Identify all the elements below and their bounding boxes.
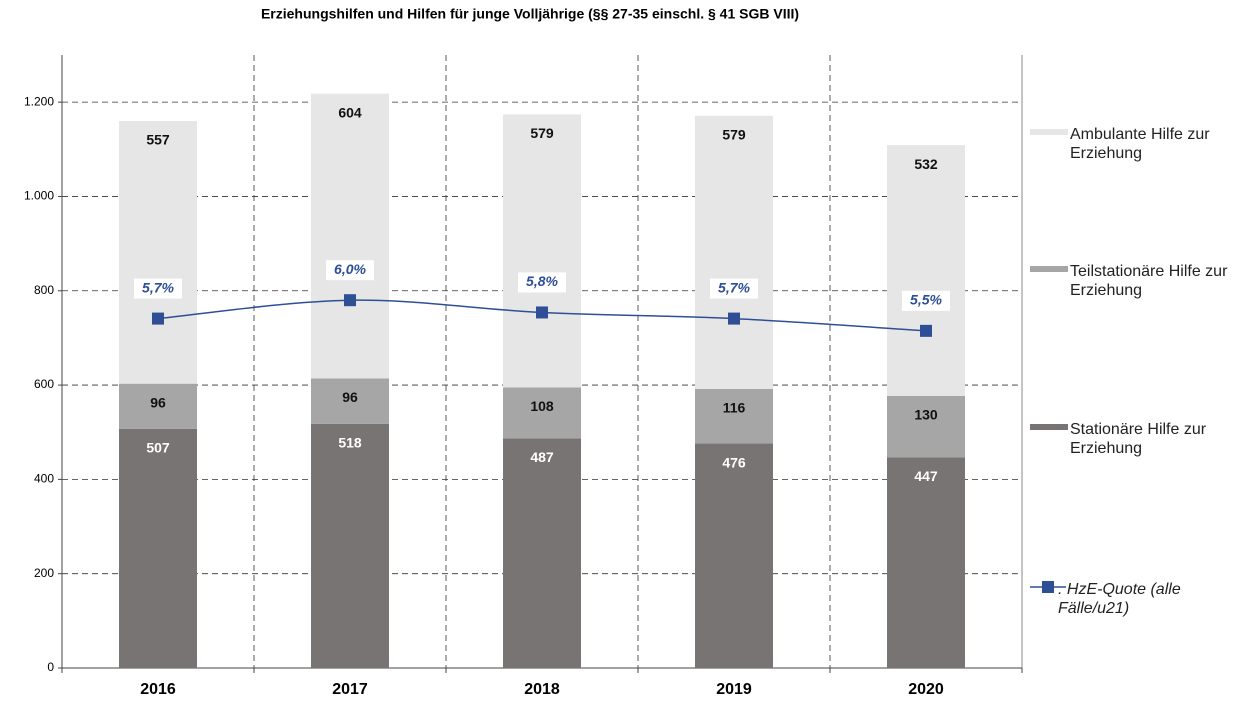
data-label: 6,0% <box>334 261 366 277</box>
data-label: 5,7% <box>718 279 750 295</box>
legend-swatch <box>1030 424 1068 430</box>
data-label: 5,5% <box>910 292 942 308</box>
legend-label: . HzE-Quote (alle Fälle/u21) <box>1058 581 1181 617</box>
x-tick-label: 2020 <box>908 681 944 698</box>
bar-segment <box>119 121 197 384</box>
data-label: 116 <box>723 400 746 416</box>
label-box <box>326 260 374 281</box>
legend-swatch <box>1030 129 1068 135</box>
data-label: 130 <box>914 407 938 423</box>
line-marker <box>536 306 548 319</box>
bar-segment <box>887 395 965 458</box>
legend-label: Ambulante Hilfe zur Erziehung <box>1070 126 1210 162</box>
data-label: 557 <box>146 132 170 148</box>
x-tick-label: 2018 <box>524 681 560 698</box>
label-box <box>518 272 566 293</box>
data-label: 518 <box>338 434 362 450</box>
x-tick-label: 2016 <box>140 681 176 698</box>
legend-label: Teilstationäre Hilfe zur Erziehung <box>1070 263 1228 299</box>
data-label: 5,7% <box>142 279 174 295</box>
data-label: 96 <box>342 389 358 405</box>
bar-segment <box>503 114 581 388</box>
bar-segment <box>503 387 581 439</box>
bar-segment <box>119 428 197 668</box>
line-marker <box>344 294 356 307</box>
label-box <box>902 290 950 311</box>
bar-segment <box>311 423 389 668</box>
label-box <box>710 278 758 299</box>
data-label: 447 <box>914 468 938 484</box>
data-label: 108 <box>530 398 554 414</box>
data-label: 579 <box>530 125 554 141</box>
bar-segment <box>695 443 773 668</box>
y-tick-label: 400 <box>34 472 54 486</box>
y-tick-label: 0 <box>47 660 54 674</box>
chart-title: Erziehungshilfen und Hilfen für junge Vo… <box>261 6 799 22</box>
bar-segment <box>887 457 965 668</box>
bar-segment <box>695 388 773 444</box>
bar-segment <box>695 115 773 389</box>
y-tick-label: 200 <box>34 566 54 580</box>
y-tick-label: 1.200 <box>24 94 54 108</box>
data-label: 507 <box>146 440 170 456</box>
data-label: 5,8% <box>526 273 558 289</box>
bar-segment <box>119 383 197 429</box>
bar-segment <box>311 378 389 424</box>
data-label: 579 <box>722 127 746 143</box>
data-label: 604 <box>338 104 362 120</box>
label-box <box>134 278 182 299</box>
line-marker <box>920 324 932 337</box>
data-label: 487 <box>530 449 554 465</box>
data-label: 476 <box>722 454 746 470</box>
y-tick-label: 800 <box>34 283 54 297</box>
data-label: 96 <box>150 394 166 410</box>
data-label: 532 <box>914 156 938 172</box>
y-tick-label: 1.000 <box>24 189 54 203</box>
legend-label: Stationäre Hilfe zur Erziehung <box>1070 421 1207 457</box>
line-marker <box>152 312 164 325</box>
y-tick-label: 600 <box>34 377 54 391</box>
bar-segment <box>503 438 581 668</box>
legend-marker <box>1042 581 1054 593</box>
legend-swatch <box>1030 266 1068 272</box>
bar-segment <box>311 93 389 379</box>
x-tick-label: 2019 <box>716 681 752 698</box>
x-tick-label: 2017 <box>332 681 368 698</box>
line-marker <box>728 312 740 325</box>
bar-segment <box>887 145 965 396</box>
